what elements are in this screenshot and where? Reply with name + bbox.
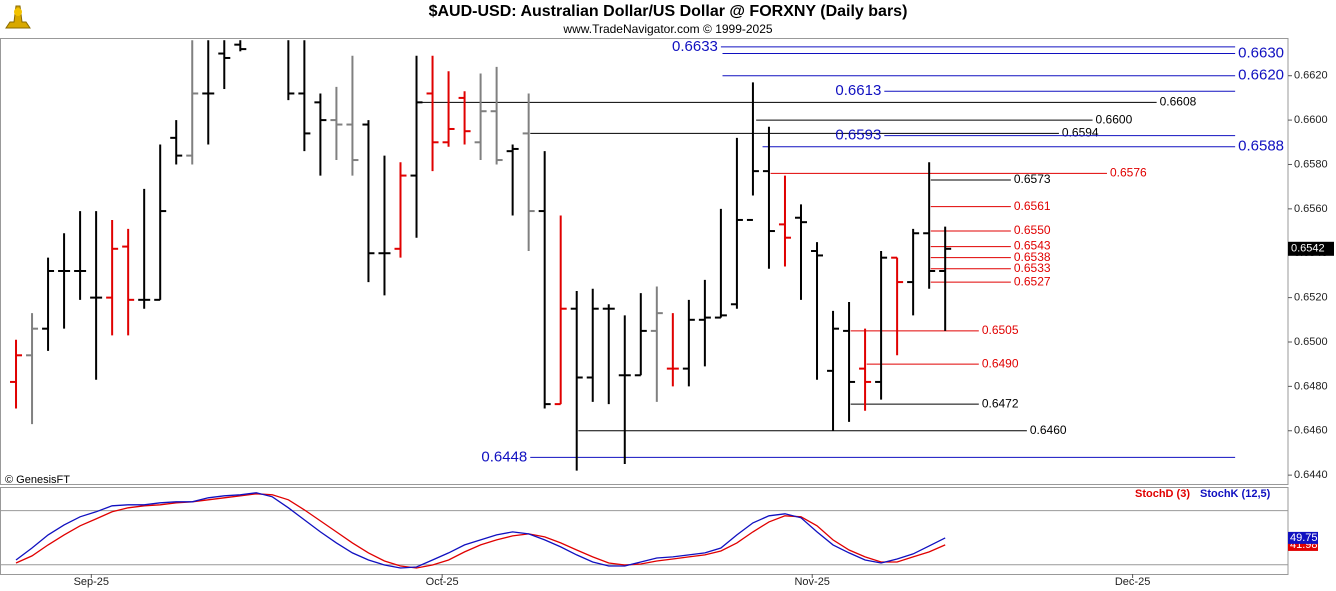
chart-title: $AUD-USD: Australian Dollar/US Dollar @ …	[429, 3, 908, 20]
y-tick-label: 0.6560	[1294, 203, 1328, 215]
legend-label: StochD (3)	[1135, 488, 1190, 500]
level-label: 0.6533	[1014, 261, 1051, 275]
plot-frame	[0, 38, 1289, 485]
x-tick-label: Nov-25	[794, 576, 829, 588]
y-tick-label: 0.6620	[1294, 70, 1328, 82]
level-label: 0.6448	[481, 448, 527, 465]
stoch-line	[15, 492, 946, 569]
level-label: 0.6573	[1014, 172, 1051, 186]
level-label: 0.6550	[1014, 223, 1051, 237]
level-label: 0.6460	[1030, 423, 1067, 437]
credit: © GenesisFT	[5, 474, 70, 486]
level-label: 0.6613	[835, 82, 881, 99]
y-tick-label: 0.6520	[1294, 292, 1328, 304]
y-tick-label: 0.6500	[1294, 336, 1328, 348]
level-label: 0.6561	[1014, 199, 1051, 213]
x-tick-label: Oct-25	[426, 576, 459, 588]
last-price-label: 0.6542	[1291, 243, 1325, 255]
level-label: 0.6620	[1238, 67, 1284, 84]
stoch-plot	[0, 492, 1288, 569]
level-label: 0.6527	[1014, 274, 1051, 288]
last-price-box	[1288, 241, 1334, 256]
y-tick-label: 0.6460	[1294, 425, 1328, 437]
x-tick-label: Dec-25	[1115, 576, 1150, 588]
y-tick-label: 0.6600	[1294, 114, 1328, 126]
level-label: 0.6490	[982, 356, 1019, 370]
last-value-label: 49.75	[1290, 532, 1318, 544]
logo	[5, 5, 31, 29]
level-label: 0.6588	[1238, 138, 1284, 155]
level-label: 0.6608	[1160, 95, 1197, 109]
level-label: 0.6594	[1062, 126, 1099, 140]
y-tick-label: 0.6480	[1294, 380, 1328, 392]
y-tick-label: 0.6580	[1294, 158, 1328, 170]
stoch-frame	[0, 487, 1289, 575]
level-label: 0.6633	[672, 38, 718, 55]
y-tick-label: 0.6440	[1294, 469, 1328, 481]
level-label: 0.6538	[1014, 250, 1051, 264]
x-tick-label: Sep-25	[74, 576, 109, 588]
legend-label: StochK (12,5)	[1200, 488, 1271, 500]
level-label: 0.6505	[982, 323, 1019, 337]
level-label: 0.6630	[1238, 45, 1284, 62]
level-label: 0.6576	[1110, 166, 1147, 180]
level-label: 0.6543	[1014, 239, 1051, 253]
level-label: 0.6472	[982, 396, 1019, 410]
stoch-line	[15, 493, 946, 569]
level-label: 0.6593	[835, 127, 881, 144]
last-value-box	[1288, 531, 1318, 544]
price-plot: 0.6633 0.66300.66200.66130.66080.66000.65…	[10, 38, 1284, 471]
chart-subtitle: www.TradeNavigator.com © 1999-2025	[562, 22, 772, 36]
level-label: 0.6600	[1096, 112, 1133, 126]
